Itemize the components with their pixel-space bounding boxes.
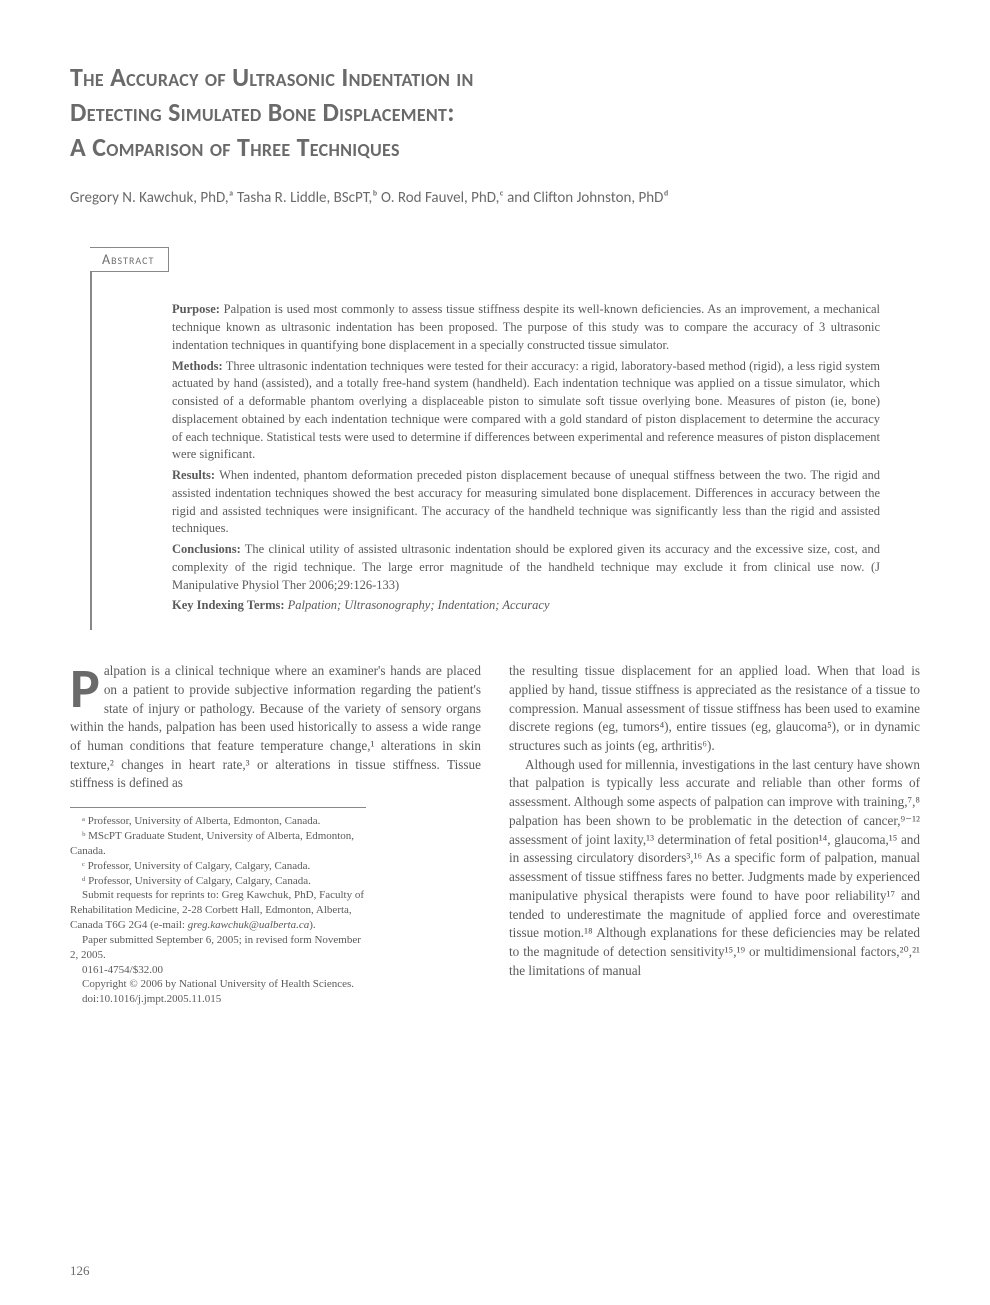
article-title: The Accuracy of Ultrasonic Indentation i… (70, 60, 920, 165)
body-p1-text: alpation is a clinical technique where a… (70, 663, 481, 790)
results-text: When indented, phantom deformation prece… (172, 468, 880, 535)
keywords-text: Palpation; Ultrasonography; Indentation;… (288, 598, 550, 612)
abstract-label-wrap: Abstract (92, 247, 920, 273)
methods-label: Methods: (172, 359, 223, 373)
reprint-text-2: ). (309, 919, 315, 931)
footnote-a: ᵃ Professor, University of Alberta, Edmo… (70, 814, 366, 829)
left-column: Palpation is a clinical technique where … (70, 662, 481, 1007)
results-label: Results: (172, 468, 215, 482)
page-number: 126 (70, 1263, 90, 1279)
dropcap: P (70, 662, 104, 714)
footnote-submitted: Paper submitted September 6, 2005; in re… (70, 933, 366, 963)
methods-text: Three ultrasonic indentation techniques … (172, 359, 880, 462)
body-p1: Palpation is a clinical technique where … (70, 662, 481, 793)
footnote-code: 0161-4754/$32.00 (70, 963, 366, 978)
conclusions-text: The clinical utility of assisted ultraso… (172, 542, 880, 592)
body-p3: Although used for millennia, investigati… (509, 756, 920, 981)
abstract-label: Abstract (90, 247, 169, 272)
conclusions-label: Conclusions: (172, 542, 241, 556)
footnote-c: ᶜ Professor, University of Calgary, Calg… (70, 859, 366, 874)
footnote-doi: doi:10.1016/j.jmpt.2005.11.015 (70, 992, 366, 1007)
abstract-methods: Methods: Three ultrasonic indentation te… (172, 358, 880, 465)
title-line-3: A Comparison of Three Techniques (70, 131, 400, 163)
title-line-1: The Accuracy of Ultrasonic Indentation i… (70, 61, 474, 93)
body-columns: Palpation is a clinical technique where … (70, 662, 920, 1007)
abstract-container: Abstract Purpose: Palpation is used most… (90, 247, 920, 630)
body-p2: the resulting tissue displacement for an… (509, 662, 920, 756)
abstract-purpose: Purpose: Palpation is used most commonly… (172, 301, 880, 354)
title-line-2: Detecting Simulated Bone Displacement: (70, 96, 455, 128)
reprint-email: greg.kawchuk@ualberta.ca (188, 919, 310, 931)
abstract-body: Purpose: Palpation is used most commonly… (92, 301, 920, 630)
abstract-conclusions: Conclusions: The clinical utility of ass… (172, 541, 880, 594)
purpose-label: Purpose: (172, 302, 220, 316)
author-list: Gregory N. Kawchuk, PhD,ᵃ Tasha R. Liddl… (70, 189, 920, 207)
right-column: the resulting tissue displacement for an… (509, 662, 920, 1007)
footnote-b: ᵇ MScPT Graduate Student, University of … (70, 829, 366, 859)
abstract-results: Results: When indented, phantom deformat… (172, 467, 880, 538)
footnote-d: ᵈ Professor, University of Calgary, Calg… (70, 874, 366, 889)
footnote-copyright: Copyright © 2006 by National University … (70, 977, 366, 992)
purpose-text: Palpation is used most commonly to asses… (172, 302, 880, 352)
footnote-reprint: Submit requests for reprints to: Greg Ka… (70, 888, 366, 933)
footnotes: ᵃ Professor, University of Alberta, Edmo… (70, 807, 366, 1007)
abstract-keywords: Key Indexing Terms: Palpation; Ultrasono… (172, 597, 880, 615)
keywords-label: Key Indexing Terms: (172, 598, 285, 612)
